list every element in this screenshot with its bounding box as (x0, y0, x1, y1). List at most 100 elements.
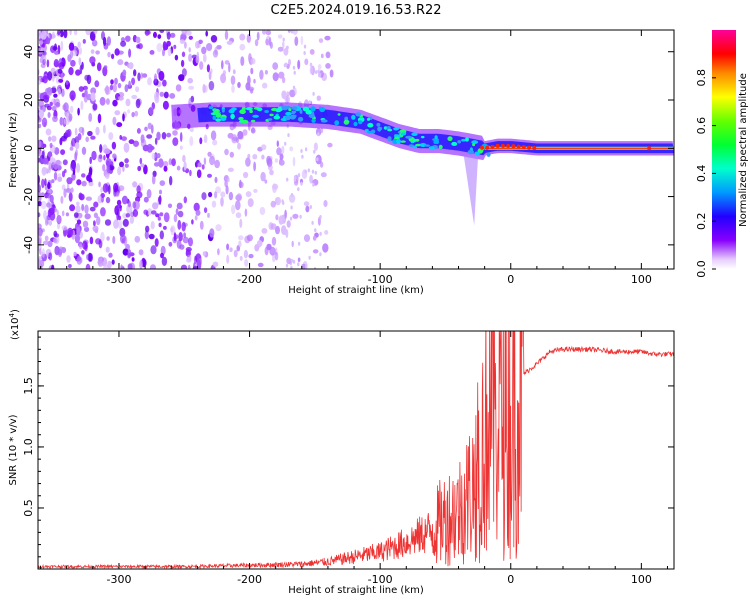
noise-speck (197, 162, 202, 168)
noise-speck (226, 40, 233, 45)
noise-speck (182, 236, 189, 244)
noise-speck (52, 31, 55, 39)
noise-speck (188, 53, 193, 62)
noise-speck (232, 69, 236, 75)
noise-speck (269, 246, 276, 256)
noise-speck (210, 35, 218, 43)
noise-speck (173, 232, 177, 242)
signal-peak-dot (480, 145, 485, 150)
signal-blob (383, 126, 388, 130)
noise-speck (162, 100, 169, 110)
noise-speck (212, 261, 219, 267)
noise-speck (312, 182, 315, 187)
signal-blob (291, 106, 298, 110)
noise-speck (157, 34, 162, 39)
noise-speck (167, 47, 172, 57)
noise-speck (187, 77, 193, 84)
noise-speck (159, 180, 166, 187)
noise-speck (78, 86, 84, 92)
noise-speck (85, 263, 91, 269)
noise-speck (127, 249, 132, 258)
noise-speck (261, 144, 267, 151)
noise-speck (177, 219, 182, 230)
signal-blob (213, 110, 217, 115)
noise-speck (44, 235, 49, 242)
snr-marks (38, 331, 674, 569)
snr-ylabel: SNR (10 * v/v) (8, 414, 19, 485)
noise-speck (291, 240, 294, 248)
noise-speck (88, 112, 93, 122)
noise-speck (122, 69, 127, 77)
signal-blob (215, 112, 222, 118)
signal-blob (471, 140, 479, 145)
noise-speck (122, 166, 125, 172)
noise-speck (158, 222, 162, 228)
spectrogram-xlabel: Height of straight line (km) (288, 285, 424, 296)
noise-speck (129, 215, 135, 224)
y-tick-label: -20 (22, 188, 35, 206)
noise-speck (117, 82, 122, 89)
noise-speck (58, 78, 64, 83)
noise-speck (292, 65, 296, 70)
noise-speck (108, 132, 114, 141)
noise-speck (238, 235, 244, 241)
noise-speck (38, 227, 43, 237)
noise-speck (216, 45, 222, 50)
noise-speck (58, 62, 65, 70)
noise-speck (269, 169, 274, 176)
noise-speck (276, 140, 279, 147)
noise-speck (172, 137, 179, 147)
noise-speck (297, 262, 300, 267)
noise-speck (51, 179, 55, 184)
snr-frame (37, 330, 675, 570)
noise-speck (314, 228, 317, 233)
noise-speck (281, 76, 286, 84)
signal-blob (351, 114, 356, 120)
colorbar-ticks: 0.0 0.2 0.4 0.6 0.8 (695, 69, 716, 278)
noise-speck (132, 209, 139, 218)
noise-speck (313, 142, 318, 151)
noise-speck (73, 251, 77, 257)
noise-speck (75, 149, 78, 157)
noise-speck (243, 249, 248, 259)
noise-speck (214, 176, 218, 183)
noise-speck (297, 241, 301, 246)
signal-blob (457, 140, 462, 144)
noise-speck (117, 166, 122, 176)
noise-speck (53, 93, 58, 98)
noise-speck (277, 34, 283, 39)
signal-blob (435, 139, 439, 144)
signal-blob (467, 149, 474, 155)
noise-speck (320, 172, 327, 178)
noise-speck (226, 254, 230, 264)
noise-speck (151, 174, 156, 185)
noise-speck (104, 148, 111, 155)
noise-speck (272, 183, 279, 190)
noise-speck (317, 64, 322, 70)
noise-speck (207, 173, 212, 178)
noise-speck (65, 79, 69, 85)
noise-speck (287, 133, 290, 138)
noise-speck (317, 132, 320, 137)
signal-blob (366, 117, 371, 121)
noise-speck (239, 218, 243, 228)
noise-speck (58, 173, 61, 178)
noise-speck (75, 205, 81, 213)
noise-speck (286, 220, 291, 228)
noise-speck (88, 182, 94, 187)
noise-speck (127, 200, 132, 208)
noise-speck (105, 174, 110, 180)
noise-speck (290, 30, 294, 34)
noise-speck (172, 130, 178, 136)
noise-speck (284, 231, 287, 236)
noise-speck (322, 243, 329, 253)
noise-speck (132, 201, 137, 209)
noise-speck (308, 100, 312, 105)
noise-speck (73, 212, 79, 219)
noise-speck (235, 212, 242, 219)
noise-speck (93, 220, 96, 227)
noise-speck (69, 105, 74, 114)
noise-speck (53, 171, 58, 181)
signal-blob (405, 135, 413, 139)
noise-speck (38, 100, 44, 108)
